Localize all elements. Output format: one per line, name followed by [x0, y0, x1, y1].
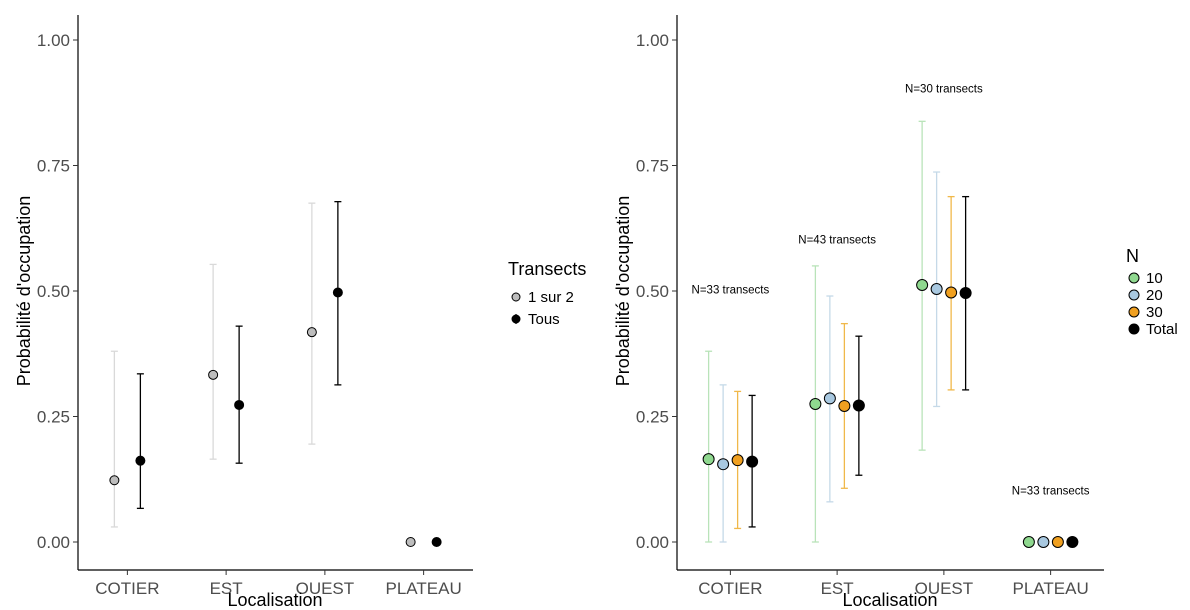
data-point: [959, 287, 972, 300]
legend-key-point: [511, 292, 521, 302]
y-axis-title: Probabilité d'occupation: [14, 196, 34, 387]
data-point: [823, 392, 836, 405]
data-point: [208, 369, 219, 380]
series-20: [717, 171, 1050, 548]
legend-label: 1 sur 2: [528, 289, 574, 306]
y-tick-label: 0.00: [37, 533, 70, 552]
data-point: [306, 327, 317, 338]
legend-key-point: [1128, 323, 1140, 335]
y-tick-label: 0.50: [636, 282, 669, 301]
legend-label: Tous: [528, 311, 560, 328]
data-point: [135, 455, 146, 466]
data-point: [916, 278, 929, 291]
legend-label: 30: [1146, 304, 1163, 321]
data-point: [717, 458, 730, 471]
x-tick-label: OUEST: [915, 579, 974, 598]
x-tick-label: PLATEAU: [1013, 579, 1089, 598]
data-point: [838, 399, 851, 412]
x-tick-label: PLATEAU: [386, 579, 462, 598]
annotation-label: N=30 transects: [905, 84, 983, 96]
x-axis-title: Localisation: [227, 590, 322, 610]
series-10: [702, 120, 1035, 548]
legend-key-point: [1128, 306, 1140, 318]
annotation-label: N=33 transects: [1012, 485, 1090, 497]
data-point: [109, 475, 120, 486]
legend-title: N: [1126, 246, 1139, 266]
data-point: [852, 399, 865, 412]
y-tick-label: 0.75: [37, 157, 70, 176]
data-point: [945, 286, 958, 299]
data-point: [405, 537, 416, 547]
data-point: [1051, 536, 1064, 548]
data-point: [702, 453, 715, 466]
annotation-label: N=33 transects: [692, 285, 770, 297]
y-tick-label: 0.25: [636, 408, 669, 427]
annotation-label: N=43 transects: [798, 234, 876, 246]
x-tick-label: EST: [210, 579, 243, 598]
y-tick-label: 0.75: [636, 157, 669, 176]
legend-label: 10: [1146, 270, 1163, 287]
data-point: [809, 397, 822, 410]
chart-2: 0.00 0.25 0.50 0.75 1.00 COTIER EST OUEST PLATEA…: [613, 15, 1178, 610]
data-point: [332, 287, 343, 298]
x-tick-label: EST: [821, 579, 854, 598]
y-tick-label: 0.50: [37, 282, 70, 301]
y-tick-label: 0.25: [37, 408, 70, 427]
data-point: [1037, 536, 1050, 548]
data-point: [1066, 536, 1079, 548]
legend-label: Total: [1146, 321, 1178, 338]
data-point: [431, 537, 442, 547]
data-point: [731, 454, 744, 467]
y-tick-label: 1.00: [636, 31, 669, 50]
data-point: [930, 282, 943, 295]
legend-key-point: [511, 314, 521, 324]
series-1-sur-2: [109, 202, 416, 547]
series-tous: [135, 200, 442, 547]
legend-key-point: [1128, 289, 1140, 301]
x-axis-title: Localisation: [842, 590, 937, 610]
legend-key-point: [1128, 272, 1140, 284]
chart-1: 0.00 0.25 0.50 0.75 1.00 COTIER EST OUEST PLATEA…: [14, 15, 586, 610]
data-point: [746, 455, 759, 468]
data-point: [234, 399, 245, 410]
y-tick-label: 1.00: [37, 31, 70, 50]
y-axis-title: Probabilité d'occupation: [613, 196, 633, 387]
x-tick-label: OUEST: [296, 579, 355, 598]
legend-title: Transects: [508, 259, 586, 279]
x-tick-label: COTIER: [95, 579, 159, 598]
y-tick-label: 0.00: [636, 533, 669, 552]
data-point: [1022, 536, 1035, 548]
series-total: [746, 195, 1079, 548]
series-30: [731, 195, 1064, 548]
x-tick-label: COTIER: [698, 579, 762, 598]
legend: Transects 1 sur 2 Tous: [508, 259, 586, 328]
legend-label: 20: [1146, 287, 1163, 304]
